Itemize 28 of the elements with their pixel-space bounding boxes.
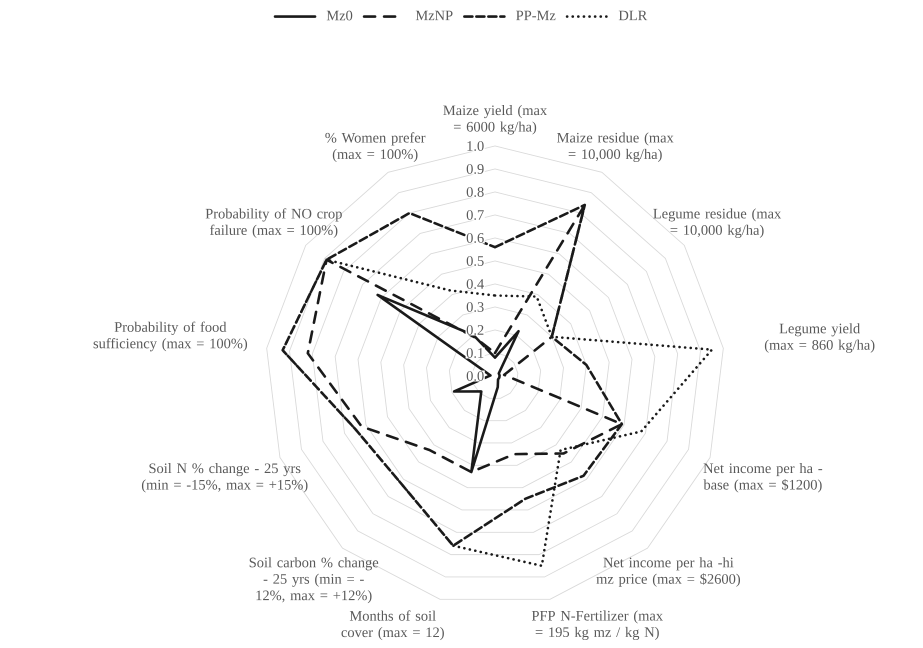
spoke-label: Legume yield (max = 860 kg/ha) xyxy=(764,323,874,353)
legend-label: PP-Mz xyxy=(516,10,556,20)
legend-label: Mz0 xyxy=(326,10,352,20)
spoke-label: Maize residue (max = 10,000 kg/ha) xyxy=(557,132,674,162)
legend-label: MzNP xyxy=(416,10,453,20)
y-tick-label: 0.9 xyxy=(466,164,484,174)
y-tick-label: 0.4 xyxy=(466,279,484,289)
spoke-label: Net income per ha -base (max = $1200) xyxy=(703,462,822,493)
spoke-label: % Women prefer (max = 100%) xyxy=(325,132,426,162)
spoke-label: Soil carbon % change - 25 yrs (min = -12%, max = +12%) xyxy=(250,557,378,604)
spoke-label: Months of soil cover (max = 12) xyxy=(342,610,444,640)
y-tick-label: 0.0 xyxy=(466,371,484,381)
y-tick-label: 1.0 xyxy=(467,141,484,151)
y-tick-label: 0.5 xyxy=(466,256,484,266)
spoke-label: PFP N-Fertilizer (max = 195 kg mz / kg N) xyxy=(532,610,663,640)
y-tick-label: 0.1 xyxy=(466,348,484,358)
spoke-label: Maize yield (max = 6000 kg/ha) xyxy=(443,105,547,135)
y-tick-label: 0.7 xyxy=(466,210,484,220)
y-tick-label: 0.6 xyxy=(466,233,484,243)
spoke-label: Probability of food sufficiency (max = 100%) xyxy=(94,322,248,352)
legend-label: DLR xyxy=(618,10,648,20)
y-tick-label: 0.2 xyxy=(466,325,484,335)
y-tick-label: 0.8 xyxy=(466,187,484,197)
spoke-label: Net income per ha -hi mz price (max = $2600) xyxy=(596,557,740,587)
spoke-label: Legume residue (max = 10,000 kg/ha) xyxy=(653,208,782,238)
y-tick-label: 0.3 xyxy=(466,302,484,312)
spoke-label: Soil N % change - 25 yrs (min = -15%, max = +15%) xyxy=(142,462,308,493)
spoke-label: Probability of NO crop failure (max = 100%) xyxy=(206,208,342,238)
